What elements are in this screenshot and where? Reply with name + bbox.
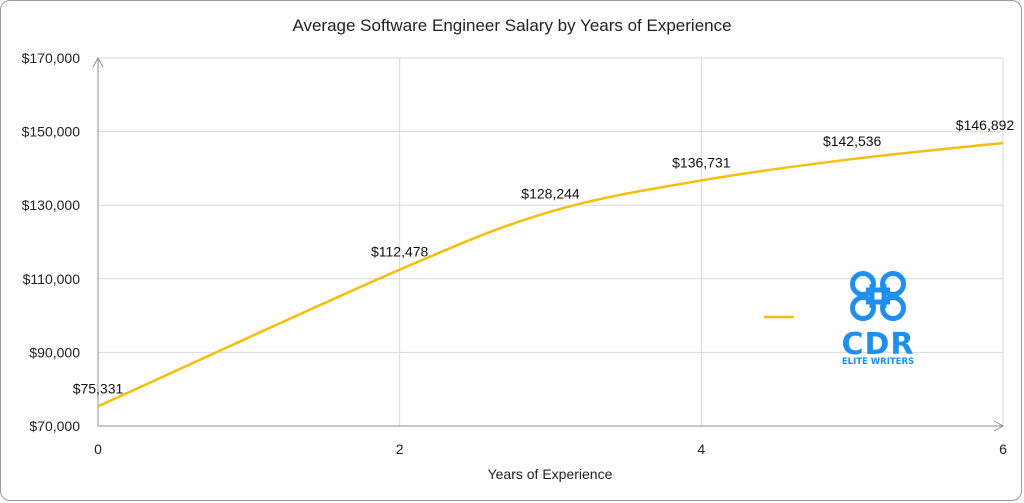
axes — [92, 56, 1005, 432]
y-tick-label: $170,000 — [22, 50, 81, 66]
y-tick-label: $130,000 — [22, 197, 81, 213]
series-line — [97, 141, 1004, 408]
data-label: $136,731 — [672, 154, 731, 170]
data-label: $112,478 — [371, 244, 429, 260]
x-axis-arrow — [993, 420, 1005, 432]
data-labels: $75,331 $112,478 $128,244 $136,731 $142,536 $… — [73, 117, 1015, 396]
data-label: $75,331 — [73, 380, 124, 396]
y-axis-arrow — [92, 56, 104, 68]
x-axis-label: Years of Experience — [488, 466, 613, 482]
chart-title: Average Software Engineer Salary by Year… — [292, 16, 731, 35]
data-label: $128,244 — [521, 186, 580, 202]
data-label: $146,892 — [956, 117, 1015, 133]
logo-subtext: ELITE WRITERS — [842, 357, 914, 367]
logo-text: CDR — [841, 327, 914, 362]
y-tick-label: $110,000 — [23, 271, 81, 287]
gridlines — [98, 57, 1004, 426]
x-tick-label: 2 — [396, 441, 404, 457]
series-layer — [97, 141, 1004, 408]
x-tick-label: 0 — [94, 441, 102, 457]
x-tick-label: 4 — [697, 441, 705, 457]
data-label: $142,536 — [823, 133, 882, 149]
x-tick-label: 6 — [999, 441, 1007, 457]
y-tick-label: $70,000 — [29, 418, 80, 434]
y-tick-label: $90,000 — [29, 344, 80, 360]
tick-labels: $70,000 $90,000 $110,000 $130,000 $150,000 $1… — [22, 50, 1008, 457]
y-tick-label: $150,000 — [22, 124, 81, 140]
